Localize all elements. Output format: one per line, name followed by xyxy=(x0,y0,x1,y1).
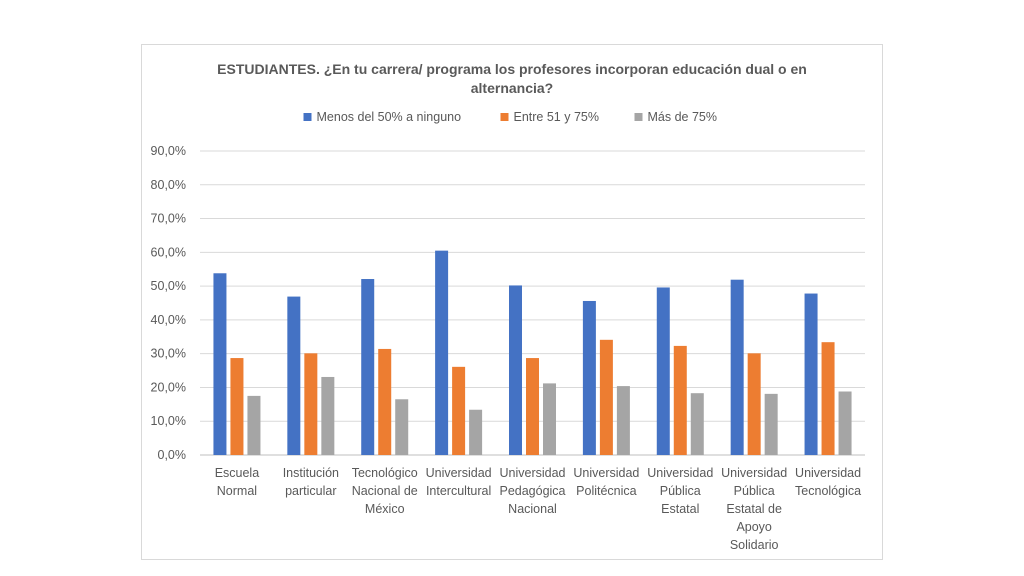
bar xyxy=(730,279,744,455)
bar xyxy=(747,353,761,455)
legend: Menos del 50% a ninguno Entre 51 y 75% Más… xyxy=(303,110,717,124)
bar xyxy=(321,376,335,455)
legend-swatch xyxy=(500,113,509,121)
y-tick-label: 0,0% xyxy=(158,448,187,462)
x-category-label: Tecnológico Nacional de México xyxy=(352,466,418,516)
y-tick-label: 70,0% xyxy=(151,212,186,226)
x-category-label: Universidad Pública Estatal de Apoyo Solidar… xyxy=(721,466,787,552)
bar xyxy=(361,279,375,455)
bar xyxy=(673,345,687,455)
x-category-label: Universidad Tecnológica xyxy=(795,466,861,498)
bar xyxy=(378,348,392,455)
y-tick-label: 30,0% xyxy=(151,347,186,361)
bar xyxy=(526,358,539,455)
x-category-label: Universidad Pedagógica Nacional xyxy=(499,466,565,516)
x-category-label: Universidad Pública Estatal xyxy=(647,466,713,516)
bar xyxy=(452,366,466,455)
bar xyxy=(287,296,301,455)
legend-label: Menos del 50% a ninguno xyxy=(317,110,462,124)
legend-swatch xyxy=(634,113,643,121)
bar xyxy=(656,287,670,455)
bar xyxy=(582,300,596,455)
x-category-label: Institución particular xyxy=(283,466,339,498)
bar xyxy=(213,273,227,455)
y-tick-label: 90,0% xyxy=(151,144,186,158)
bar xyxy=(599,339,613,455)
bar xyxy=(616,386,630,455)
legend-swatch xyxy=(303,113,312,121)
y-tick-label: 10,0% xyxy=(151,414,186,428)
y-axis: 0,0% 10,0% 20,0% 30,0% 40,0% 50,0% 60,0% 70,0% 8… xyxy=(151,144,186,462)
y-tick-label: 80,0% xyxy=(151,178,186,192)
y-tick-label: 20,0% xyxy=(151,380,186,394)
x-axis: Escuela Normal Institución particular Tecnol… xyxy=(215,466,861,552)
bar xyxy=(469,409,483,455)
x-category-label: Universidad Politécnica xyxy=(573,466,639,498)
bar xyxy=(838,391,852,455)
legend-label: Más de 75% xyxy=(648,110,717,124)
y-tick-label: 40,0% xyxy=(151,313,186,327)
bar xyxy=(230,358,244,455)
bar xyxy=(395,399,409,455)
bar xyxy=(821,342,835,455)
y-tick-label: 60,0% xyxy=(151,245,186,259)
bar xyxy=(304,353,318,455)
bar xyxy=(690,393,704,455)
y-tick-label: 50,0% xyxy=(151,279,186,293)
bar xyxy=(247,395,261,455)
bar xyxy=(543,383,556,455)
bar xyxy=(764,393,778,455)
bar xyxy=(804,293,818,455)
chart-title: ESTUDIANTES. ¿En tu carrera/ programa lo… xyxy=(217,61,807,96)
legend-label: Entre 51 y 75% xyxy=(514,110,599,124)
x-category-label: Universidad Intercultural xyxy=(426,466,492,498)
x-category-label: Escuela Normal xyxy=(215,466,260,498)
bars xyxy=(213,250,852,455)
bar xyxy=(509,285,522,455)
bar xyxy=(435,250,449,455)
